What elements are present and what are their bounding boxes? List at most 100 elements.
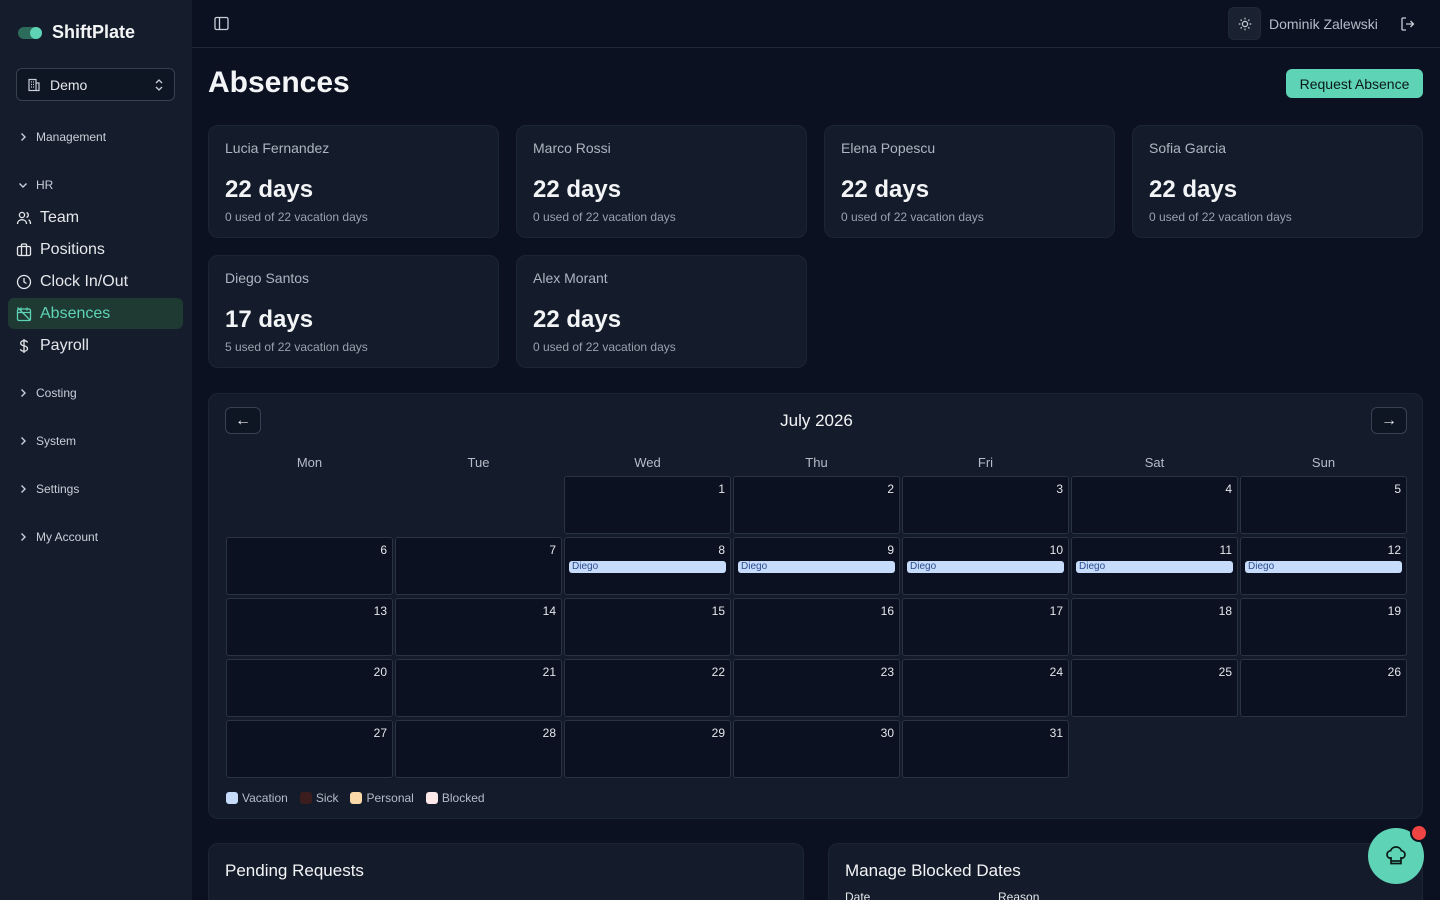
calendar-day-cell[interactable]: 14 [395,598,562,656]
calendar-day-cell[interactable]: 7 [395,537,562,595]
calendar-day-cell[interactable]: 5 [1240,476,1407,534]
sidebar-item-clock[interactable]: Clock In/Out [8,266,183,297]
day-number: 28 [542,726,556,740]
nav-group-hr[interactable]: HR [18,178,53,192]
day-number: 9 [887,543,894,557]
nav-group-management[interactable]: Management [18,130,106,144]
nav-group-settings[interactable]: Settings [18,482,79,496]
day-number: 17 [1049,604,1063,618]
absence-event[interactable]: Diego [738,561,895,573]
absence-event[interactable]: Diego [569,561,726,573]
weekday-label: Wed [634,455,661,470]
legend-item: Blocked [425,791,485,805]
day-number: 18 [1218,604,1232,618]
nav-group-costing[interactable]: Costing [18,386,77,400]
calendar-day-cell[interactable]: 10 Diego [902,537,1069,595]
usage-summary: 0 used of 22 vacation days [533,340,676,354]
day-number: 2 [887,482,894,496]
nav-group-my-account[interactable]: My Account [18,530,98,544]
calendar-day-cell[interactable]: 13 [226,598,393,656]
sidebar-toggle-button[interactable] [214,16,229,36]
remaining-days: 22 days [225,176,314,203]
org-select[interactable]: Demo [16,68,175,101]
brand[interactable]: ShiftPlate [18,22,135,43]
legend-swatch [226,792,238,804]
weekday-label: Sun [1311,455,1336,470]
sidebar: ShiftPlate Demo Management HR Team Posit… [0,0,192,900]
sidebar-item-label: Team [40,208,80,226]
chevron-right-icon [21,389,26,397]
calendar-day-cell[interactable]: 19 [1240,598,1407,656]
calendar-day-cell[interactable]: 31 [902,720,1069,778]
calendar-day-cell[interactable]: 2 [733,476,900,534]
calendar-day-cell[interactable]: 21 [395,659,562,717]
calendar-day-cell[interactable]: 24 [902,659,1069,717]
nav-group-label: Management [36,130,107,144]
calendar-day-cell[interactable]: 27 [226,720,393,778]
employee-name: Diego Santos [225,270,310,286]
chevron-down-icon [19,183,27,188]
calendar-day-cell[interactable]: 20 [226,659,393,717]
sidebar-item-label: Payroll [40,336,89,354]
sidebar-item-absences[interactable]: Absences [8,298,183,329]
sun-icon [1238,17,1251,30]
calendar-day-cell[interactable]: 25 [1071,659,1238,717]
calendar-off-icon [16,306,32,321]
day-number: 6 [380,543,387,557]
calendar-day-cell[interactable]: 9 Diego [733,537,900,595]
nav-group-system[interactable]: System [18,434,76,448]
app-name: ShiftPlate [52,22,136,42]
logout-button[interactable] [1400,16,1416,37]
balance-card: Elena Popescu 22 days 0 used of 22 vacatio… [824,125,1115,238]
calendar-day-cell[interactable]: 18 [1071,598,1238,656]
legend-label: Vacation [242,791,288,805]
calendar-day-cell[interactable]: 16 [733,598,900,656]
theme-toggle-button[interactable] [1228,7,1261,40]
sidebar-item-team[interactable]: Team [8,202,183,233]
calendar-legend: Vacation Sick Personal Blocked [226,791,485,805]
calendar-day-cell[interactable]: 30 [733,720,900,778]
employee-name: Sofia Garcia [1149,140,1227,156]
weekday-label: Thu [805,455,828,470]
usage-summary: 0 used of 22 vacation days [533,210,676,224]
usage-summary: 0 used of 22 vacation days [1149,210,1292,224]
calendar-day-cell[interactable]: 11 Diego [1071,537,1238,595]
calendar-day-cell[interactable]: 4 [1071,476,1238,534]
calendar-day-cell[interactable]: 28 [395,720,562,778]
calendar-day-cell[interactable]: 6 [226,537,393,595]
calendar-day-cell[interactable]: 3 [902,476,1069,534]
sidebar-item-positions[interactable]: Positions [8,234,183,265]
calendar-day-cell[interactable]: 12 Diego [1240,537,1407,595]
remaining-days: 22 days [533,176,622,203]
calendar-day-cell[interactable]: 29 [564,720,731,778]
usage-summary: 5 used of 22 vacation days [225,340,368,354]
calendar-day-cell[interactable]: 15 [564,598,731,656]
day-number: 22 [711,665,725,679]
absence-event[interactable]: Diego [1076,561,1233,573]
day-number: 8 [718,543,725,557]
day-number: 20 [373,665,387,679]
next-month-button[interactable]: → [1371,407,1407,434]
employee-name: Marco Rossi [533,140,611,156]
calendar-day-cell[interactable]: 26 [1240,659,1407,717]
calendar-day-cell[interactable]: 8 Diego [564,537,731,595]
absence-event[interactable]: Diego [1245,561,1402,573]
day-number: 21 [542,665,556,679]
calendar-day-cell[interactable]: 23 [733,659,900,717]
sidebar-item-payroll[interactable]: Payroll [8,330,183,361]
chef-assistant-button[interactable] [1368,824,1428,884]
day-number: 12 [1387,543,1401,557]
calendar-day-cell[interactable]: 1 [564,476,731,534]
sidebar-item-label: Positions [40,240,105,258]
absence-event[interactable]: Diego [907,561,1064,573]
chevron-right-icon [21,533,26,541]
balance-card: Marco Rossi 22 days 0 used of 22 vacation … [516,125,807,238]
legend-label: Blocked [441,791,485,805]
calendar-day-cell[interactable]: 17 [902,598,1069,656]
request-absence-button[interactable]: Request Absence [1286,69,1423,98]
weekday-label: Mon [296,455,323,470]
calendar-day-cell[interactable]: 22 [564,659,731,717]
prev-month-button[interactable]: ← [225,407,261,434]
day-number: 13 [373,604,387,618]
